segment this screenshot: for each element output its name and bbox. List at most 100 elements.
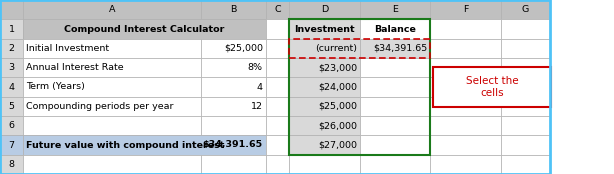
Text: Term (Years): Term (Years) xyxy=(26,82,85,92)
Bar xyxy=(266,116,289,135)
Text: Initial Investment: Initial Investment xyxy=(26,44,109,53)
Bar xyxy=(501,19,550,39)
Bar xyxy=(430,135,501,155)
Text: D: D xyxy=(321,5,328,14)
Bar xyxy=(23,19,266,39)
Text: 4: 4 xyxy=(257,82,263,92)
Text: 3: 3 xyxy=(9,63,15,72)
Bar xyxy=(0,135,23,155)
Bar xyxy=(430,77,501,97)
Bar xyxy=(23,155,201,174)
Text: Compounding periods per year: Compounding periods per year xyxy=(26,102,174,111)
Text: Select the
cells: Select the cells xyxy=(466,76,518,98)
Text: $24,000: $24,000 xyxy=(318,82,357,92)
Bar xyxy=(360,135,430,155)
Text: $23,000: $23,000 xyxy=(318,63,357,72)
FancyBboxPatch shape xyxy=(433,67,551,107)
Bar xyxy=(360,0,430,19)
Bar xyxy=(266,97,289,116)
Bar xyxy=(0,58,23,77)
Bar xyxy=(0,77,23,97)
Bar xyxy=(201,116,266,135)
Text: A: A xyxy=(109,5,115,14)
Text: $27,000: $27,000 xyxy=(318,140,357,149)
Text: F: F xyxy=(463,5,468,14)
Bar xyxy=(201,97,266,116)
Text: Balance: Balance xyxy=(374,25,416,34)
Text: E: E xyxy=(392,5,398,14)
Text: 4: 4 xyxy=(9,82,15,92)
Bar xyxy=(23,97,201,116)
Text: G: G xyxy=(522,5,529,14)
Text: $25,000: $25,000 xyxy=(318,102,357,111)
Bar xyxy=(501,135,550,155)
Text: $26,000: $26,000 xyxy=(318,121,357,130)
Bar xyxy=(360,155,430,174)
Bar xyxy=(289,0,360,19)
Text: B: B xyxy=(230,5,237,14)
Bar xyxy=(201,58,266,77)
Bar xyxy=(501,97,550,116)
Bar xyxy=(201,0,266,19)
Bar xyxy=(430,116,501,135)
Text: $34,391.65: $34,391.65 xyxy=(203,140,263,149)
Bar xyxy=(360,58,430,77)
Bar xyxy=(23,116,201,135)
Bar xyxy=(501,116,550,135)
Text: 5: 5 xyxy=(9,102,15,111)
Bar xyxy=(266,77,289,97)
Bar xyxy=(289,77,360,97)
Bar xyxy=(430,39,501,58)
Bar xyxy=(266,0,289,19)
Bar xyxy=(0,0,23,19)
Text: 7: 7 xyxy=(9,140,15,149)
Text: 6: 6 xyxy=(9,121,15,130)
Bar xyxy=(360,19,430,39)
Bar xyxy=(0,155,23,174)
Text: 8%: 8% xyxy=(248,63,263,72)
Bar xyxy=(23,77,201,97)
Bar xyxy=(501,39,550,58)
Bar xyxy=(0,0,550,174)
Bar xyxy=(201,77,266,97)
Bar xyxy=(360,97,430,116)
Bar xyxy=(501,77,550,97)
Bar xyxy=(23,135,266,155)
Bar xyxy=(289,58,360,77)
Bar xyxy=(430,58,501,77)
Text: $34,391.65: $34,391.65 xyxy=(374,44,428,53)
Text: C: C xyxy=(274,5,281,14)
Text: Annual Interest Rate: Annual Interest Rate xyxy=(26,63,124,72)
Text: $25,000: $25,000 xyxy=(223,44,263,53)
Bar xyxy=(289,116,360,135)
Bar xyxy=(0,97,23,116)
Bar xyxy=(266,19,289,39)
Bar xyxy=(289,39,430,58)
Bar xyxy=(201,155,266,174)
Bar xyxy=(360,77,430,97)
Text: (current): (current) xyxy=(316,44,357,53)
Bar xyxy=(430,0,501,19)
Bar xyxy=(289,135,360,155)
Text: 12: 12 xyxy=(251,102,263,111)
Bar xyxy=(360,39,430,58)
Bar xyxy=(0,19,23,39)
Bar xyxy=(430,97,501,116)
Bar xyxy=(201,39,266,58)
Bar xyxy=(501,155,550,174)
Bar xyxy=(23,58,201,77)
Bar xyxy=(360,116,430,135)
Text: 1: 1 xyxy=(9,25,15,34)
Bar xyxy=(0,39,23,58)
Bar xyxy=(289,39,360,58)
Bar xyxy=(266,39,289,58)
Text: 2: 2 xyxy=(9,44,15,53)
Text: Future value with compound interest: Future value with compound interest xyxy=(26,140,225,149)
Bar xyxy=(501,58,550,77)
Bar xyxy=(266,155,289,174)
Bar xyxy=(23,0,201,19)
Bar xyxy=(430,19,501,39)
Text: Investment: Investment xyxy=(294,25,355,34)
Bar xyxy=(289,155,360,174)
Bar xyxy=(266,58,289,77)
